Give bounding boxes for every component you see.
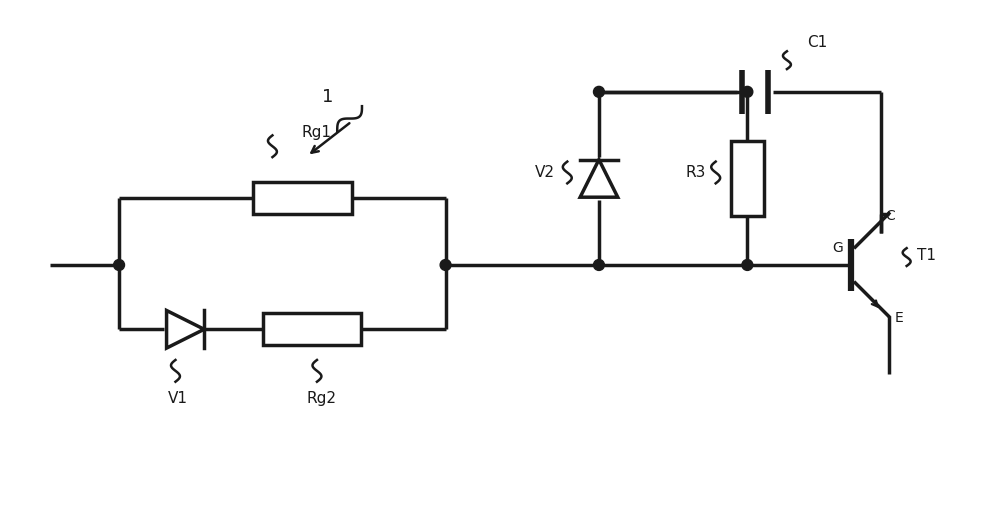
Text: 1: 1 (322, 88, 333, 106)
Circle shape (594, 87, 604, 97)
Text: Rg2: Rg2 (307, 391, 337, 406)
Circle shape (440, 259, 451, 270)
Polygon shape (167, 310, 204, 348)
Text: C: C (885, 208, 895, 223)
Text: Rg1: Rg1 (302, 125, 332, 140)
Text: V2: V2 (534, 165, 554, 180)
Circle shape (594, 259, 604, 270)
Circle shape (742, 87, 753, 97)
Bar (253, 182, 352, 214)
Circle shape (114, 259, 125, 270)
Bar (263, 313, 361, 345)
Circle shape (742, 259, 753, 270)
Text: E: E (895, 311, 904, 326)
Bar (731, 141, 764, 216)
Text: G: G (833, 241, 843, 255)
Text: T1: T1 (917, 248, 936, 262)
Text: R3: R3 (685, 165, 706, 180)
Polygon shape (580, 160, 618, 197)
Text: V1: V1 (167, 391, 187, 406)
Text: C1: C1 (807, 35, 827, 50)
